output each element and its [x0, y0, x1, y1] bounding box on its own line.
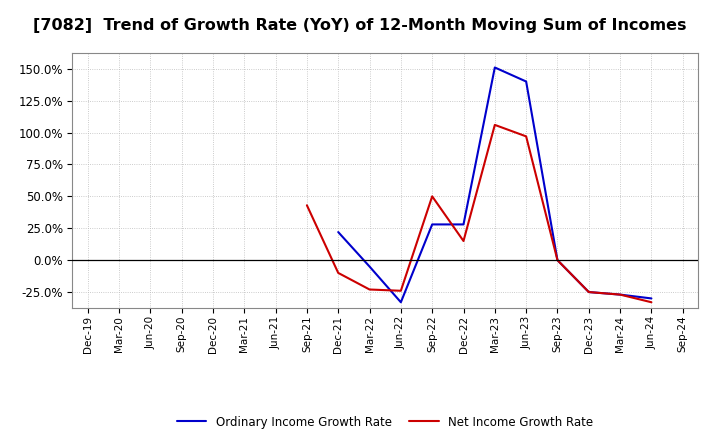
Net Income Growth Rate [616, 292, 624, 297]
Net Income Growth Rate [647, 300, 656, 305]
Ordinary Income Growth Rate [553, 257, 562, 263]
Ordinary Income Growth Rate [585, 290, 593, 295]
Net Income Growth Rate [302, 203, 311, 208]
Line: Ordinary Income Growth Rate: Ordinary Income Growth Rate [338, 67, 652, 302]
Ordinary Income Growth Rate [397, 300, 405, 305]
Net Income Growth Rate [490, 122, 499, 128]
Net Income Growth Rate [428, 194, 436, 199]
Ordinary Income Growth Rate [490, 65, 499, 70]
Net Income Growth Rate [585, 290, 593, 295]
Ordinary Income Growth Rate [428, 222, 436, 227]
Line: Net Income Growth Rate: Net Income Growth Rate [307, 125, 652, 302]
Ordinary Income Growth Rate [616, 292, 624, 297]
Net Income Growth Rate [522, 134, 531, 139]
Text: [7082]  Trend of Growth Rate (YoY) of 12-Month Moving Sum of Incomes: [7082] Trend of Growth Rate (YoY) of 12-… [33, 18, 687, 33]
Ordinary Income Growth Rate [522, 79, 531, 84]
Net Income Growth Rate [553, 257, 562, 263]
Net Income Growth Rate [397, 288, 405, 293]
Net Income Growth Rate [459, 238, 468, 244]
Net Income Growth Rate [365, 287, 374, 292]
Net Income Growth Rate [334, 270, 343, 275]
Legend: Ordinary Income Growth Rate, Net Income Growth Rate: Ordinary Income Growth Rate, Net Income … [172, 411, 598, 433]
Ordinary Income Growth Rate [647, 296, 656, 301]
Ordinary Income Growth Rate [459, 222, 468, 227]
Ordinary Income Growth Rate [334, 229, 343, 235]
Ordinary Income Growth Rate [365, 264, 374, 269]
